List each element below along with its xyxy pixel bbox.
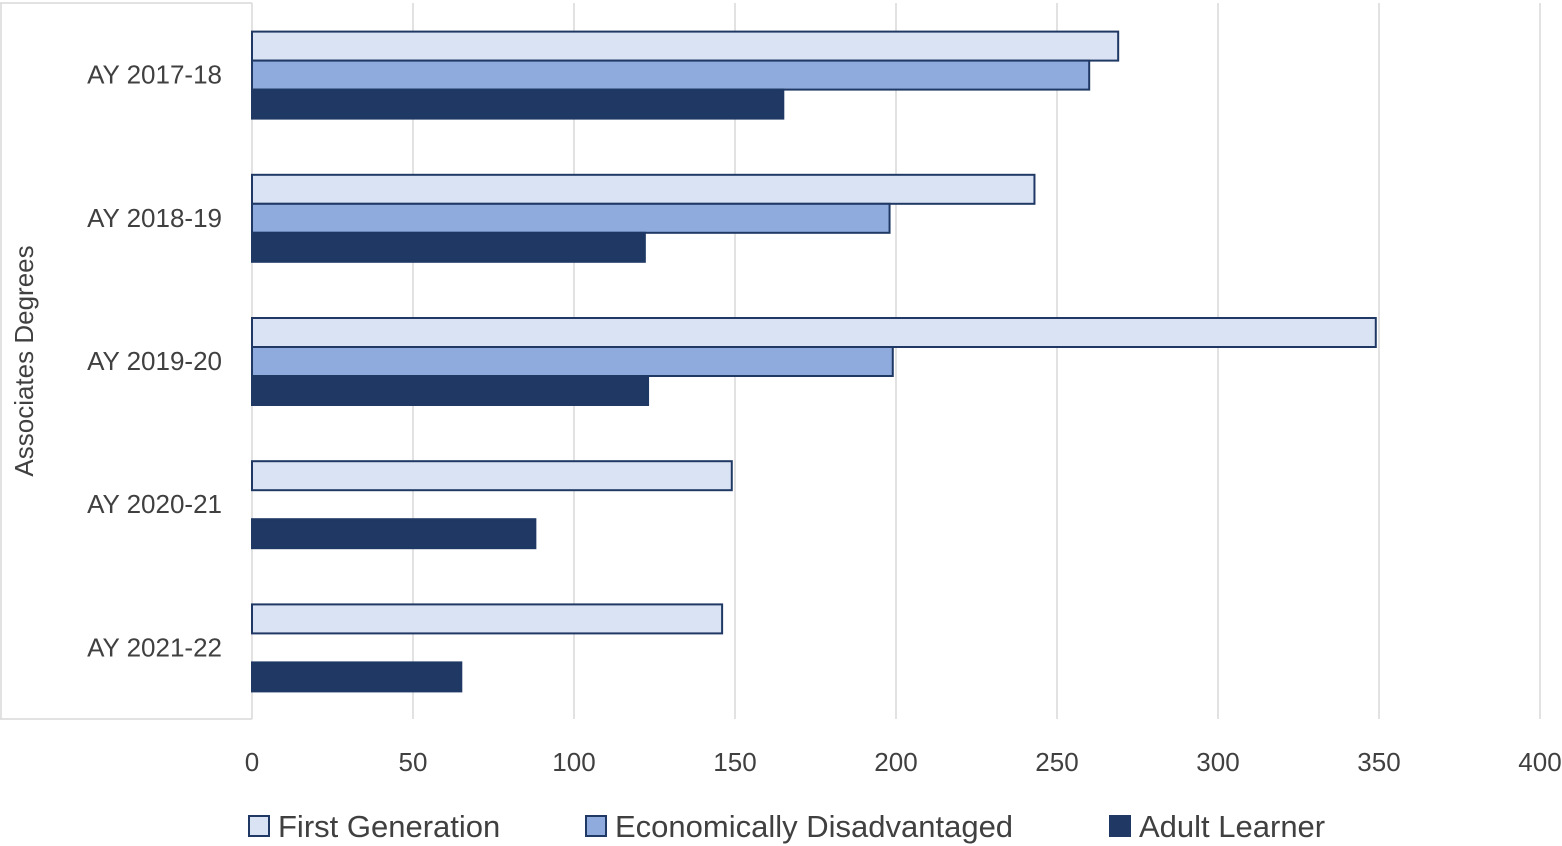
bar-adult-learner-ay-2020-21 xyxy=(251,518,537,550)
legend-swatch-adult-learner xyxy=(1109,815,1131,837)
x-tick-label-0: 0 xyxy=(245,747,259,777)
category-label-ay-2018-19: AY 2018-19 xyxy=(87,203,222,233)
x-tick-label-250: 250 xyxy=(1035,747,1078,777)
x-tick-label-200: 200 xyxy=(874,747,917,777)
x-tick-label-150: 150 xyxy=(713,747,756,777)
category-label-ay-2019-20: AY 2019-20 xyxy=(87,346,222,376)
legend-item-first-generation: First Generation xyxy=(248,809,500,844)
bar-first-generation-ay-2021-22 xyxy=(251,603,724,635)
bar-adult-learner-ay-2018-19 xyxy=(251,231,646,263)
bar-adult-learner-ay-2021-22 xyxy=(251,661,463,693)
x-tick-label-350: 350 xyxy=(1357,747,1400,777)
bar-economically-disadvantaged-ay-2017-18 xyxy=(251,59,1091,91)
x-tick-label-50: 50 xyxy=(399,747,428,777)
bar-economically-disadvantaged-ay-2018-19 xyxy=(251,202,891,234)
axes xyxy=(0,2,253,720)
x-tick-label-400: 400 xyxy=(1518,747,1561,777)
category-label-ay-2021-22: AY 2021-22 xyxy=(87,632,222,662)
legend-label-economically-disadvantaged: Economically Disadvantaged xyxy=(615,809,1013,844)
x-tick-labels: 0 50 100 150 200 250 300 350 400 xyxy=(245,747,1562,777)
legend: First Generation Economically Disadvantag… xyxy=(248,809,1325,844)
legend-swatch-first-generation xyxy=(248,815,270,837)
bar-economically-disadvantaged-ay-2019-20 xyxy=(251,346,894,377)
bar-first-generation-ay-2019-20 xyxy=(251,317,1377,348)
x-tick-label-300: 300 xyxy=(1196,747,1239,777)
legend-swatch-economically-disadvantaged xyxy=(585,815,607,837)
bars xyxy=(251,30,1377,693)
x-tick-label-100: 100 xyxy=(552,747,595,777)
y-axis-title: Associates Degrees xyxy=(9,245,39,476)
category-label-ay-2017-18: AY 2017-18 xyxy=(87,60,222,90)
bar-first-generation-ay-2017-18 xyxy=(251,30,1120,62)
category-labels: AY 2017-18 AY 2018-19 AY 2019-20 AY 2020-21… xyxy=(87,60,222,663)
legend-label-adult-learner: Adult Learner xyxy=(1139,809,1325,844)
legend-item-economically-disadvantaged: Economically Disadvantaged xyxy=(585,809,1013,844)
legend-label-first-generation: First Generation xyxy=(278,809,500,844)
category-label-ay-2020-21: AY 2020-21 xyxy=(87,489,222,519)
legend-item-adult-learner: Adult Learner xyxy=(1109,809,1325,844)
bar-adult-learner-ay-2019-20 xyxy=(251,375,650,406)
bar-first-generation-ay-2018-19 xyxy=(251,173,1036,205)
bar-adult-learner-ay-2017-18 xyxy=(251,88,785,120)
bar-first-generation-ay-2020-21 xyxy=(251,460,733,492)
